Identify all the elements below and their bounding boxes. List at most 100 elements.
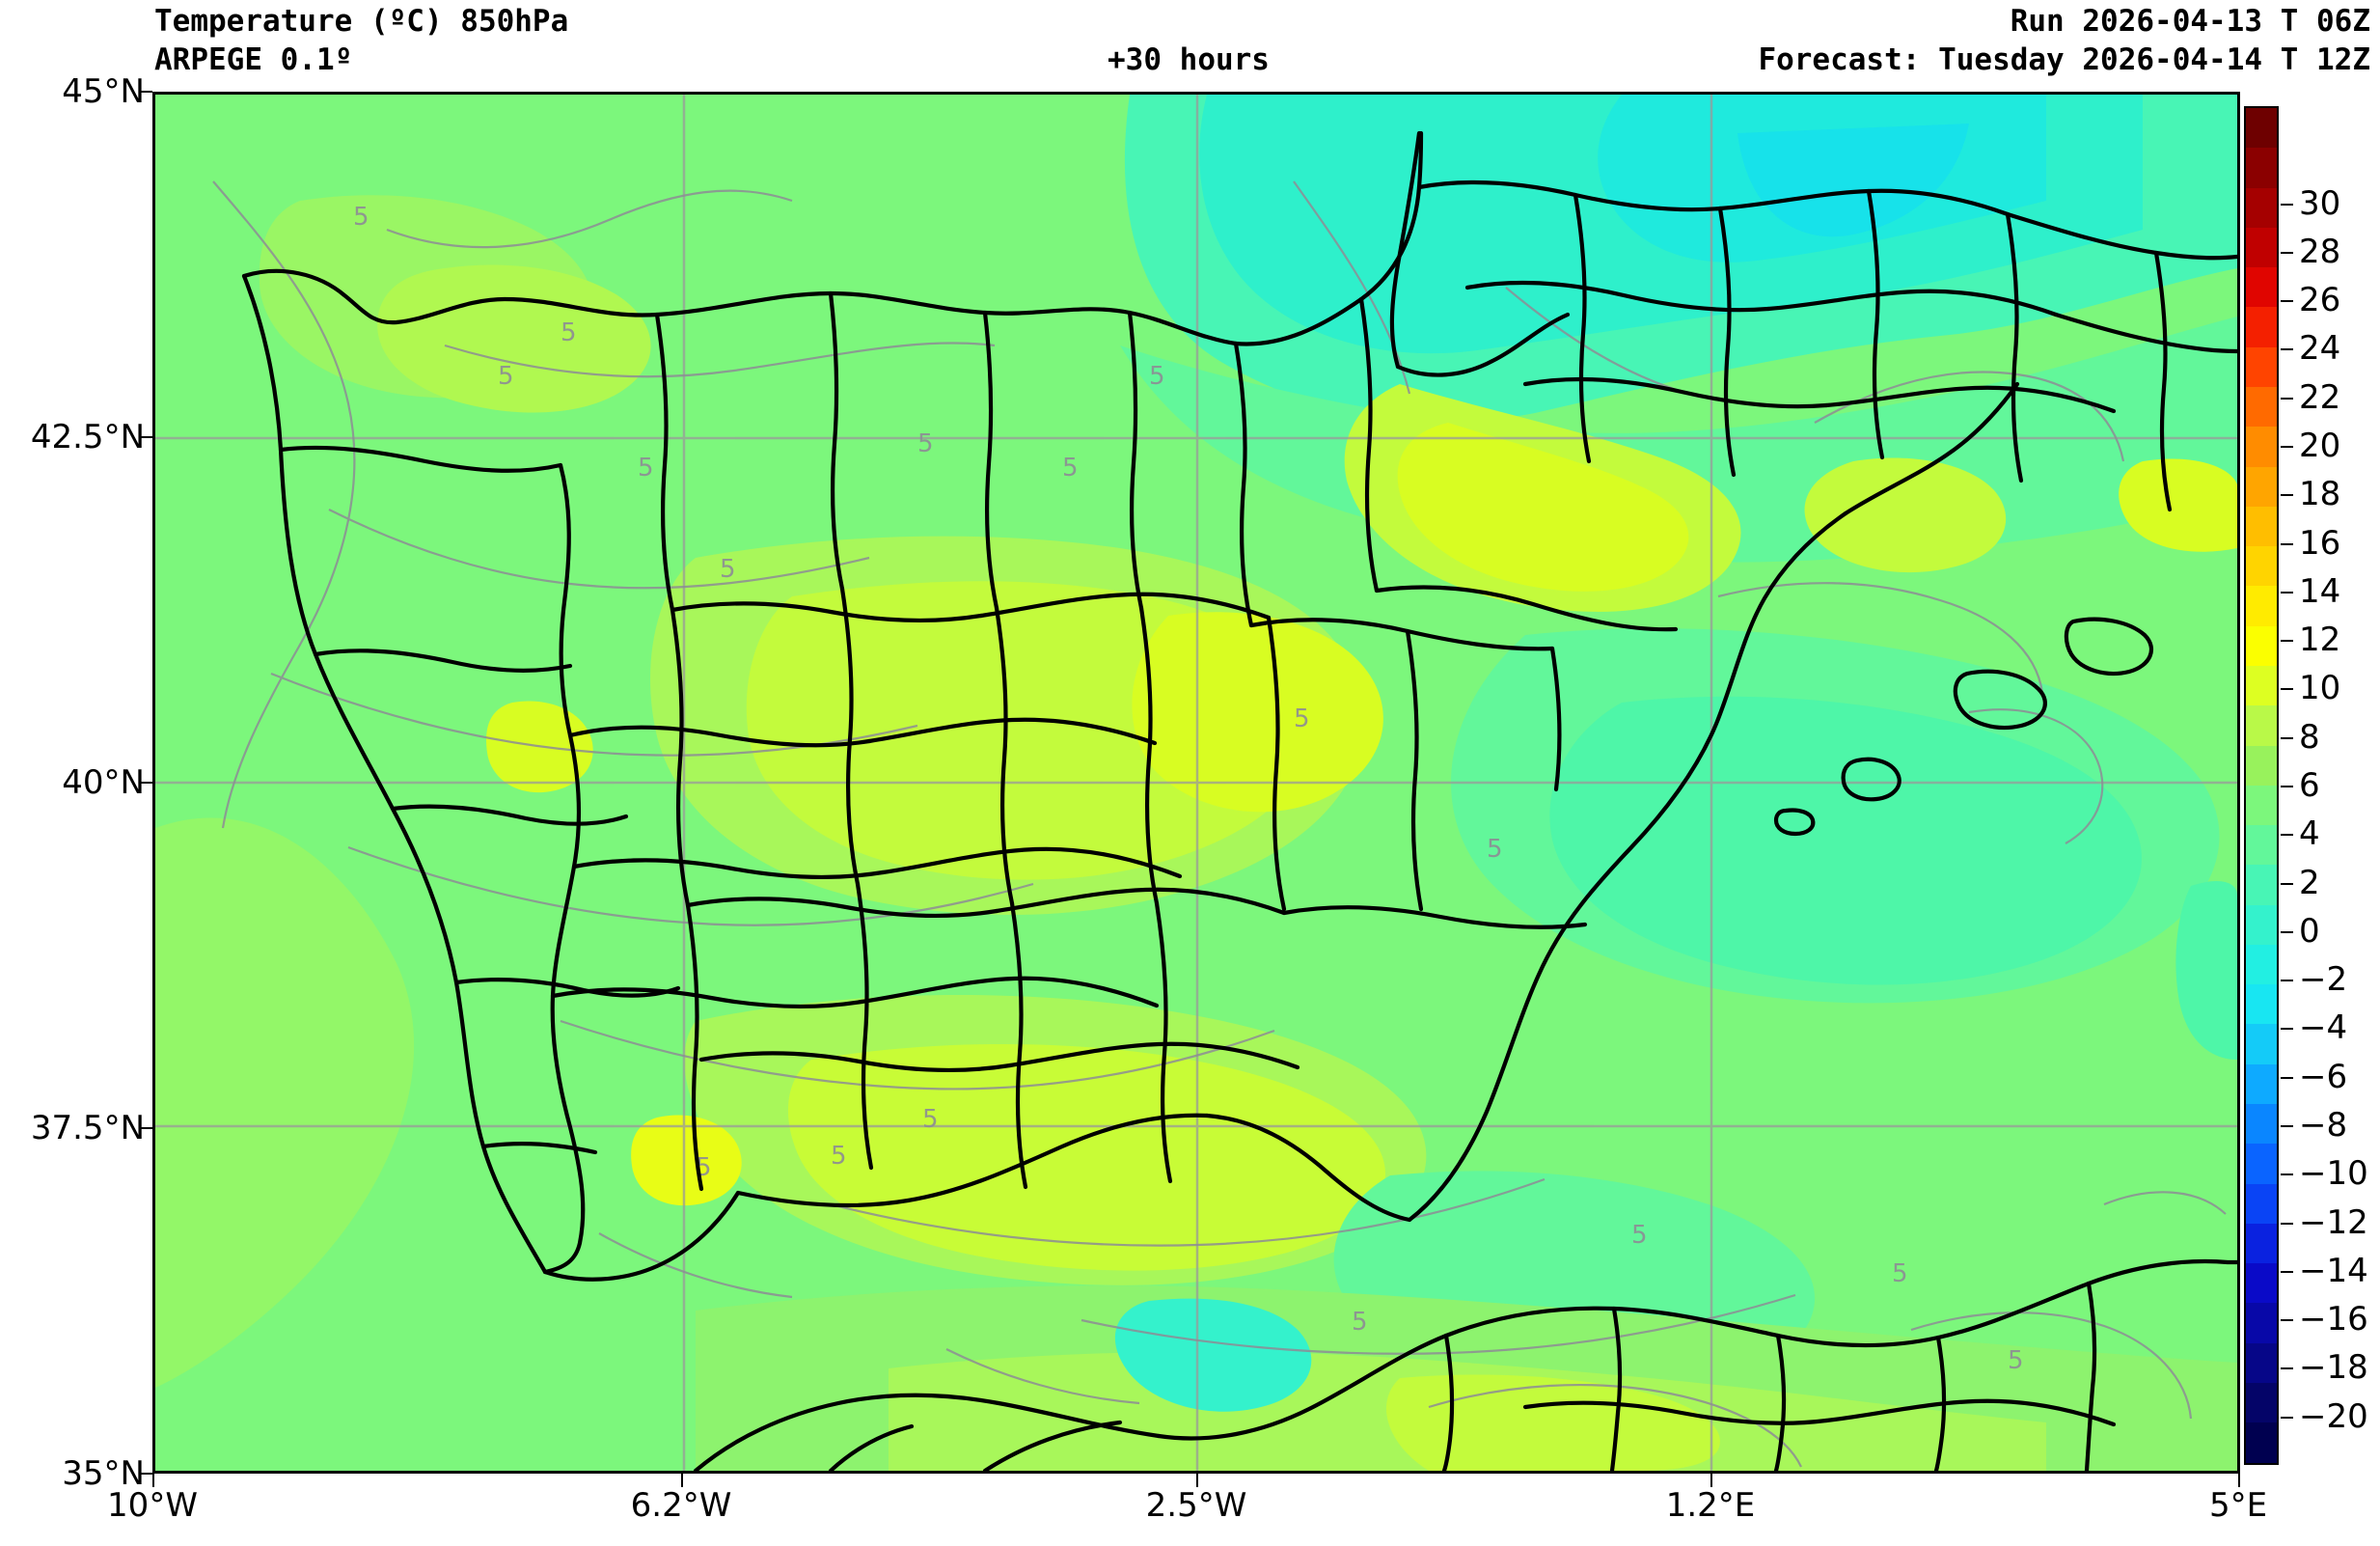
colorbar-band-32 [2246, 1383, 2277, 1423]
colorbar-tick-10 [2281, 688, 2293, 691]
colorbar-label-6: 6 [2299, 766, 2320, 805]
colorbar-label-26: 26 [2299, 281, 2341, 320]
colorbar-band-14 [2246, 665, 2277, 706]
colorbar-band-20 [2246, 904, 2277, 945]
temperature-field: 5 5 5 5 5 5 5 5 5 5 5 5 5 5 5 5 5 [155, 95, 2237, 1471]
colorbar-tick--2 [2281, 980, 2293, 982]
colorbar-tick--20 [2281, 1416, 2293, 1419]
colorbar-tick--8 [2281, 1125, 2293, 1127]
colorbar-label--2: −2 [2299, 960, 2348, 1000]
svg-text:5: 5 [2008, 1346, 2024, 1375]
colorbar-label-20: 20 [2299, 427, 2341, 465]
colorbar-band-27 [2246, 1183, 2277, 1224]
colorbar-band-15 [2246, 705, 2277, 746]
y-label-1: 42.5°N [30, 418, 145, 456]
colorbar-tick-16 [2281, 542, 2293, 545]
y-label-0: 45°N [62, 72, 145, 111]
svg-text:5: 5 [720, 555, 736, 584]
x-label-3: 1.2°E [1665, 1486, 1756, 1525]
colorbar-band-23 [2246, 1024, 2277, 1064]
colorbar-label--14: −14 [2299, 1251, 2368, 1290]
colorbar-label--10: −10 [2299, 1154, 2368, 1194]
colorbar-band-26 [2246, 1144, 2277, 1184]
colorbar-band-10 [2246, 506, 2277, 547]
svg-text:5: 5 [1631, 1221, 1648, 1250]
colorbar-band-25 [2246, 1104, 2277, 1145]
y-tick-1 [139, 436, 152, 438]
x-tick-3 [1710, 1474, 1712, 1487]
colorbar-label--6: −6 [2299, 1057, 2348, 1096]
colorbar-band-12 [2246, 586, 2277, 626]
colorbar-tick-30 [2281, 203, 2293, 206]
colorbar-tick-26 [2281, 300, 2293, 303]
x-tick-0 [152, 1474, 154, 1487]
y-label-3: 37.5°N [30, 1109, 145, 1147]
lead-time-label: +30 hours [1108, 42, 1270, 77]
colorbar-tick-6 [2281, 786, 2293, 787]
svg-text:5: 5 [1149, 362, 1165, 391]
colorbar-tick-4 [2281, 834, 2293, 837]
colorbar-tick-0 [2281, 930, 2293, 933]
x-label-2: 2.5°W [1145, 1486, 1247, 1525]
colorbar-label-30: 30 [2299, 183, 2341, 223]
colorbar-band-1 [2246, 148, 2277, 188]
svg-text:5: 5 [922, 1105, 939, 1134]
x-label-0: 10°W [107, 1486, 198, 1525]
colorbar-tick--6 [2281, 1076, 2293, 1079]
run-datetime-label: Run 2026-04-13 T 06Z [2010, 4, 2370, 39]
colorbar-label--20: −20 [2299, 1396, 2368, 1436]
colorbar-band-17 [2246, 785, 2277, 826]
colorbar-tick--12 [2281, 1222, 2293, 1225]
coastline-borders [241, 130, 2237, 1471]
svg-text:5: 5 [561, 318, 577, 347]
colorbar-band-30 [2246, 1303, 2277, 1343]
temperature-map-plot[interactable]: 5 5 5 5 5 5 5 5 5 5 5 5 5 5 5 5 5 [152, 92, 2240, 1474]
svg-text:5: 5 [1892, 1259, 1908, 1288]
colorbar-band-3 [2246, 227, 2277, 268]
colorbar-tick-18 [2281, 494, 2293, 497]
x-tick-2 [1196, 1474, 1198, 1487]
colorbar-band-5 [2246, 307, 2277, 347]
colorbar-label--8: −8 [2299, 1106, 2348, 1145]
contour-label: 5 5 5 5 5 5 5 5 5 5 5 5 5 5 5 5 5 [353, 203, 2024, 1375]
colorbar-tick-28 [2281, 251, 2293, 254]
temperature-colorbar[interactable] [2244, 106, 2279, 1465]
x-tick-1 [681, 1474, 683, 1487]
colorbar-band-19 [2246, 865, 2277, 905]
colorbar-label-12: 12 [2299, 621, 2341, 660]
y-tick-4 [139, 1473, 152, 1475]
colorbar-tick--10 [2281, 1173, 2293, 1176]
colorbar-band-11 [2246, 546, 2277, 587]
colorbar-band-6 [2246, 346, 2277, 387]
colorbar-tick-22 [2281, 397, 2293, 400]
colorbar-band-21 [2246, 944, 2277, 985]
y-tick-3 [139, 1127, 152, 1129]
y-label-4: 35°N [62, 1454, 145, 1493]
colorbar-band-0 [2246, 108, 2277, 149]
colorbar-band-16 [2246, 745, 2277, 786]
colorbar-label--16: −16 [2299, 1300, 2368, 1339]
colorbar-label-0: 0 [2299, 911, 2320, 951]
colorbar-label--12: −12 [2299, 1202, 2368, 1242]
colorbar-label-2: 2 [2299, 863, 2320, 902]
colorbar-label-4: 4 [2299, 814, 2320, 854]
svg-text:5: 5 [1487, 835, 1503, 864]
colorbar-label-24: 24 [2299, 329, 2341, 369]
colorbar-label--4: −4 [2299, 1008, 2348, 1048]
colorbar-tick-12 [2281, 640, 2293, 643]
colorbar-label-8: 8 [2299, 717, 2320, 757]
colorbar-band-13 [2246, 625, 2277, 666]
y-label-2: 40°N [62, 763, 145, 802]
y-tick-0 [139, 91, 152, 93]
svg-text:5: 5 [498, 362, 514, 391]
colorbar-band-31 [2246, 1342, 2277, 1383]
colorbar-band-2 [2246, 187, 2277, 228]
colorbar-tick--18 [2281, 1367, 2293, 1370]
model-label: ARPEGE 0.1º [154, 42, 353, 77]
colorbar-band-24 [2246, 1063, 2277, 1105]
colorbar-tick-8 [2281, 736, 2293, 739]
page-title: Temperature (ºC) 850hPa [154, 4, 569, 39]
svg-text:5: 5 [1352, 1308, 1368, 1337]
colorbar-band-29 [2246, 1263, 2277, 1304]
